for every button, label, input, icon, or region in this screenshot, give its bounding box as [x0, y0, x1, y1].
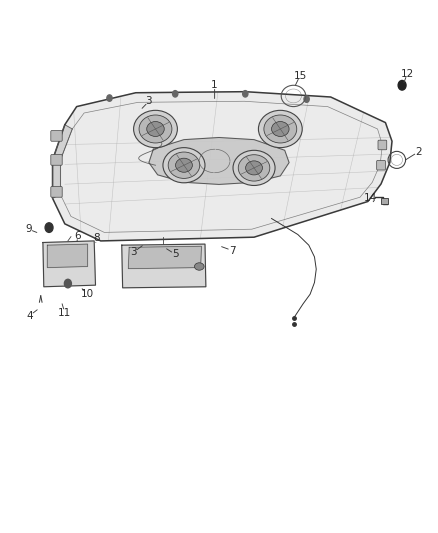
Ellipse shape — [246, 161, 262, 175]
Polygon shape — [43, 241, 95, 287]
FancyBboxPatch shape — [381, 198, 388, 204]
Ellipse shape — [176, 158, 192, 172]
FancyBboxPatch shape — [378, 140, 387, 150]
Ellipse shape — [163, 148, 205, 183]
Text: 15: 15 — [293, 71, 307, 80]
Text: 4: 4 — [26, 311, 33, 320]
Circle shape — [173, 91, 178, 97]
Ellipse shape — [139, 115, 172, 143]
Text: 3: 3 — [130, 247, 137, 257]
Text: 9: 9 — [25, 224, 32, 234]
Ellipse shape — [272, 122, 289, 136]
Ellipse shape — [238, 155, 270, 181]
Text: 7: 7 — [229, 246, 236, 255]
Text: 2: 2 — [415, 147, 422, 157]
Circle shape — [304, 96, 309, 102]
FancyBboxPatch shape — [51, 131, 62, 141]
Polygon shape — [53, 92, 392, 241]
Text: 11: 11 — [58, 308, 71, 318]
Ellipse shape — [264, 115, 297, 143]
Text: 1: 1 — [211, 80, 218, 90]
Circle shape — [398, 80, 406, 90]
Ellipse shape — [194, 263, 204, 270]
FancyBboxPatch shape — [51, 155, 62, 165]
Ellipse shape — [147, 122, 164, 136]
FancyBboxPatch shape — [377, 160, 385, 170]
Ellipse shape — [233, 150, 275, 185]
Text: 12: 12 — [401, 69, 414, 78]
Circle shape — [107, 95, 112, 101]
Polygon shape — [122, 244, 206, 288]
Polygon shape — [53, 125, 72, 198]
FancyBboxPatch shape — [51, 187, 62, 197]
Text: 3: 3 — [145, 96, 152, 106]
Ellipse shape — [134, 110, 177, 148]
Text: 8: 8 — [93, 233, 100, 243]
Circle shape — [243, 91, 248, 97]
Polygon shape — [128, 246, 201, 269]
Circle shape — [64, 279, 71, 288]
Ellipse shape — [168, 152, 200, 179]
Ellipse shape — [258, 110, 302, 148]
Circle shape — [45, 223, 53, 232]
Text: 5: 5 — [172, 249, 179, 259]
Text: 6: 6 — [74, 231, 81, 240]
Text: 10: 10 — [81, 289, 94, 299]
Polygon shape — [149, 138, 289, 184]
Polygon shape — [47, 244, 88, 268]
Text: 14: 14 — [364, 193, 377, 203]
